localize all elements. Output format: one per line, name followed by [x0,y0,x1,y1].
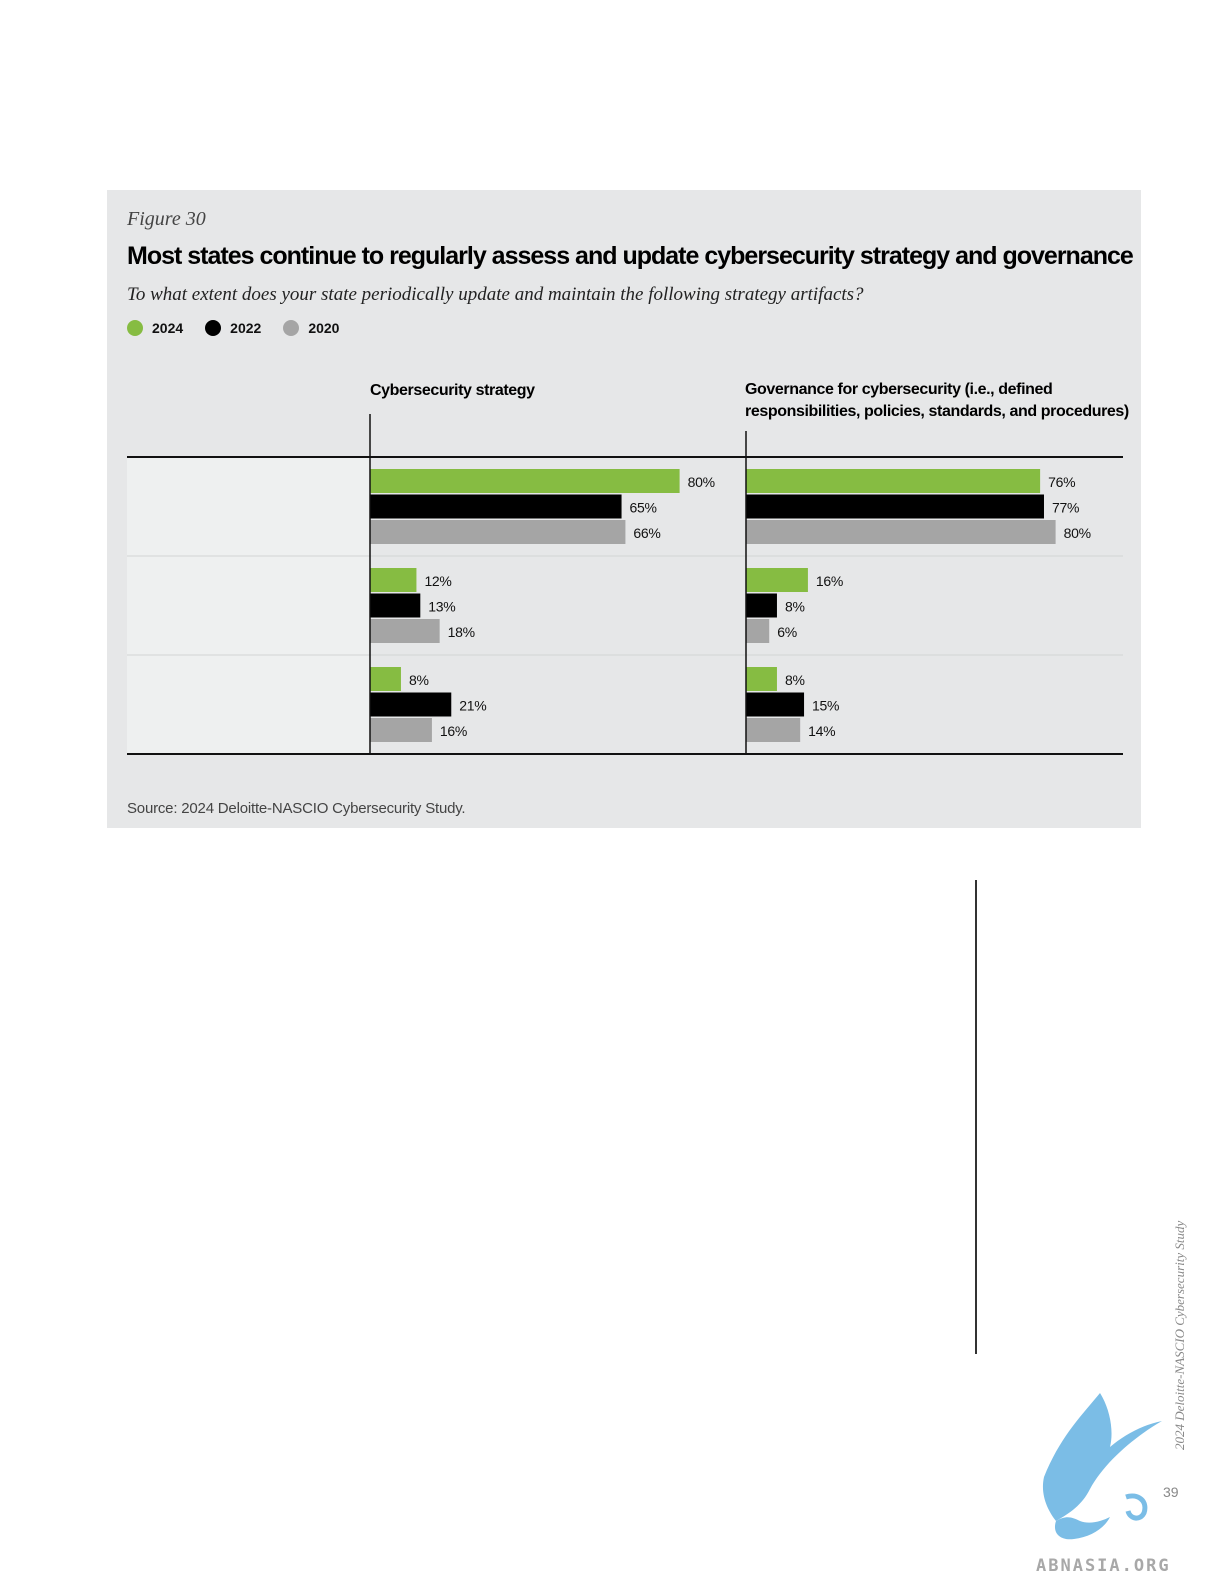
figure-panel: Figure 30 Most states continue to regula… [107,190,1141,828]
data-label: 12% [424,573,451,589]
watermark-text: ABNASIA.ORG [1036,1556,1171,1576]
data-label: 77% [1052,500,1079,516]
margin-rule [975,880,977,1354]
data-label: 80% [1064,525,1091,541]
bar-strategy-2022-2 [370,692,452,717]
bar-governance-2020-2 [746,718,801,742]
data-label: 8% [785,599,805,615]
data-label: 16% [440,723,467,739]
bar-governance-2024-2 [746,667,777,691]
source-note: Source: 2024 Deloitte-NASCIO Cybersecuri… [127,800,466,817]
legend-dot-2022 [205,320,222,336]
chart-subtitle: To what extent does your state periodica… [127,284,864,305]
data-label: 80% [688,474,715,490]
bar-strategy-2020-0 [370,520,626,544]
watermark-logo [1042,1393,1162,1540]
data-label: 16% [816,573,843,589]
data-label: 8% [785,672,805,688]
bar-governance-2024-0 [746,469,1041,493]
bar-strategy-2022-1 [370,593,421,618]
legend-item-2022: 2022 [205,320,261,336]
data-label: 21% [459,698,486,714]
legend-label-2022: 2022 [230,320,262,336]
legend-dot-2024 [127,320,143,336]
panel-title-governance: Governance for cybersecurity (i.e., defi… [745,379,1129,423]
legend-label-2020: 2020 [308,320,340,336]
panel-title-governance-line-2: responsibilities, policies, standards, a… [745,403,1129,420]
bar-governance-2022-1 [746,593,777,618]
category-column-bg [127,457,370,754]
data-label: 76% [1048,474,1075,490]
data-label: 13% [428,599,455,615]
bar-strategy-2022-0 [370,494,622,519]
panel-title-strategy-line: Cybersecurity strategy [370,382,535,399]
page-number: 39 [1163,1484,1179,1500]
bar-strategy-2024-1 [370,568,417,592]
data-label: 6% [777,624,797,640]
figure-label: Figure 30 [127,208,206,230]
data-label: 14% [808,723,835,739]
data-label: 15% [812,698,839,714]
bar-governance-2024-1 [746,568,808,592]
bar-strategy-2020-2 [370,718,432,742]
chart-title: Most states continue to regularly assess… [127,242,1134,270]
bar-governance-2020-1 [746,619,770,643]
data-label: 8% [409,672,429,688]
legend-item-2020: 2020 [283,320,339,336]
data-label: 66% [633,525,660,541]
legend-label-2024: 2024 [152,320,184,336]
bar-strategy-2024-2 [370,667,401,691]
data-label: 18% [448,624,475,640]
data-label: 65% [630,500,657,516]
panel-title-governance-line-1: Governance for cybersecurity (i.e., defi… [745,381,1053,398]
legend-dot-2020 [283,320,300,336]
bar-governance-2022-0 [746,494,1044,519]
bar-chart: 80% 12% 8% 65% 13% 21% 66% 18% 16% 76% 16% 8% 77% 8% 1… [127,414,1123,755]
legend: 2024 2022 2020 [127,320,339,336]
bar-strategy-2024-0 [370,469,680,493]
bar-strategy-2020-1 [370,619,440,643]
bar-governance-2020-0 [746,520,1056,544]
running-title: 2024 Deloitte-NASCIO Cybersecurity Study [1172,1220,1187,1450]
legend-item-2024: 2024 [127,320,183,336]
panel-title-strategy: Cybersecurity strategy [370,380,535,402]
bar-governance-2022-2 [746,692,805,717]
